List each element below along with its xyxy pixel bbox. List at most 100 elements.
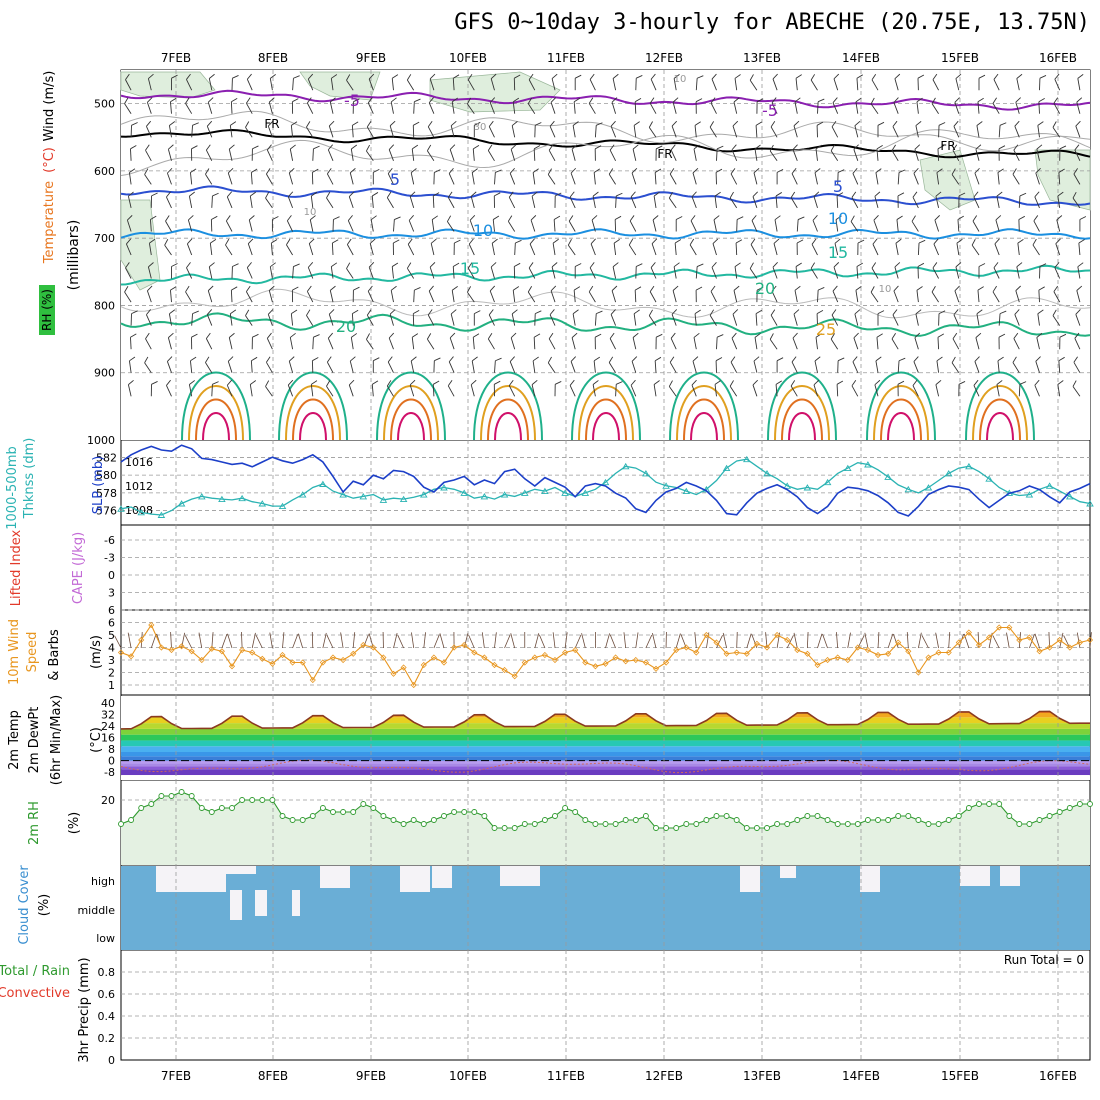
pressure-tick: 900 bbox=[94, 367, 115, 380]
li-tick: -3 bbox=[104, 552, 115, 565]
wind-barb bbox=[851, 191, 859, 209]
temp-cell bbox=[473, 371, 543, 441]
rh2m-point bbox=[350, 809, 357, 815]
wind-barb bbox=[694, 121, 701, 138]
thickness-point bbox=[157, 511, 166, 518]
contour-label: FR bbox=[264, 117, 279, 131]
wind10m-point bbox=[905, 648, 912, 655]
wind-barb bbox=[531, 191, 538, 209]
wind-barb bbox=[269, 74, 276, 91]
temp-cell bbox=[376, 371, 446, 441]
wind-barb bbox=[370, 215, 377, 232]
wind-barb bbox=[813, 191, 820, 209]
wind-barb bbox=[349, 168, 356, 185]
thickness-point bbox=[359, 493, 368, 500]
wind-barb bbox=[1072, 191, 1081, 209]
wind-barb bbox=[124, 286, 132, 303]
wind-barb bbox=[794, 97, 801, 114]
wind10m-barb bbox=[241, 632, 243, 649]
wind10m-point bbox=[440, 659, 448, 666]
contour-label: 10 bbox=[473, 221, 493, 240]
precip-tick: 0 bbox=[108, 1054, 115, 1067]
wind10m-barb bbox=[181, 632, 186, 649]
wind-barb bbox=[975, 144, 982, 161]
wind-barb bbox=[514, 239, 522, 256]
wind-barb bbox=[648, 309, 657, 326]
precip-axis-label: 3hr Precip (mm) bbox=[77, 957, 92, 1062]
rh2m-point bbox=[622, 817, 629, 823]
wind-barb bbox=[146, 309, 152, 326]
wind-barb bbox=[371, 380, 379, 397]
wind-barb bbox=[653, 380, 660, 397]
wind10m-point bbox=[208, 645, 215, 652]
wind-barb bbox=[471, 356, 478, 373]
wind-barb bbox=[672, 97, 679, 114]
wind-barb bbox=[372, 168, 380, 185]
wind-barb bbox=[269, 262, 276, 279]
wind-barb bbox=[311, 168, 319, 185]
wind-barb bbox=[510, 332, 517, 350]
wind10m-barb bbox=[397, 634, 404, 649]
wind-barb bbox=[327, 144, 334, 161]
wind-barb bbox=[249, 380, 257, 397]
wind-barb bbox=[711, 262, 717, 279]
wind-barb bbox=[715, 168, 723, 185]
thickness-tick: 580 bbox=[96, 469, 117, 482]
temp-contour bbox=[120, 228, 1091, 240]
wind10m-barb bbox=[510, 633, 516, 649]
wind-barb bbox=[267, 309, 274, 326]
wind10m-barb bbox=[722, 632, 728, 649]
wind-barb bbox=[268, 97, 275, 114]
wind-barb bbox=[997, 168, 1004, 185]
wind-barb bbox=[612, 73, 619, 91]
wind-barb bbox=[488, 120, 495, 138]
wind-barb bbox=[534, 310, 542, 326]
wind10m-point bbox=[582, 659, 589, 666]
wind10m-point bbox=[471, 649, 478, 656]
wind-barb bbox=[511, 309, 518, 326]
wind-barb bbox=[693, 332, 700, 350]
rh2m-point bbox=[653, 825, 659, 831]
rh2m-point bbox=[804, 813, 811, 819]
li-tick: 0 bbox=[108, 569, 115, 582]
wind-barb bbox=[716, 145, 724, 161]
temp-cell bbox=[880, 398, 922, 441]
rh2m-fill bbox=[121, 792, 1090, 865]
wind-barb bbox=[915, 309, 922, 326]
wind-barb bbox=[271, 216, 279, 232]
temp-cell bbox=[285, 385, 341, 441]
wind-barb bbox=[1036, 144, 1043, 161]
wind-barb bbox=[691, 191, 697, 209]
cloud-gap bbox=[230, 890, 242, 920]
wind-barb bbox=[977, 286, 984, 303]
wind-barb bbox=[871, 73, 879, 91]
wind-barb bbox=[670, 144, 677, 161]
wind10m-point bbox=[915, 669, 922, 676]
wind-barb bbox=[350, 144, 358, 161]
wind-barb bbox=[589, 73, 596, 91]
wind-barb bbox=[366, 121, 374, 138]
rh2m-point bbox=[168, 793, 175, 799]
wind-barb bbox=[148, 238, 156, 256]
upper-wind-barbs bbox=[124, 73, 1087, 397]
wind-barb bbox=[124, 97, 132, 114]
wind-barb bbox=[150, 215, 157, 232]
temp-band bbox=[121, 740, 1090, 747]
wind-barb bbox=[650, 73, 657, 91]
wind10m-point bbox=[501, 666, 508, 674]
wind-barb bbox=[933, 238, 940, 256]
wind10m-barb bbox=[694, 632, 697, 649]
wind-barb bbox=[1036, 332, 1043, 350]
wind-barb bbox=[231, 75, 239, 91]
rh2m-unit-label: (%) bbox=[67, 812, 82, 835]
wind10m-barb bbox=[786, 635, 794, 649]
wind-barb bbox=[893, 285, 899, 303]
wind10m-point bbox=[562, 649, 569, 656]
precip-tick: 0.4 bbox=[98, 1010, 116, 1023]
rh2m-point bbox=[562, 805, 569, 811]
wind-barb bbox=[611, 285, 618, 303]
wind10m-barb bbox=[439, 633, 445, 649]
wind-barb bbox=[487, 144, 495, 162]
wind10m-barb bbox=[433, 634, 440, 649]
